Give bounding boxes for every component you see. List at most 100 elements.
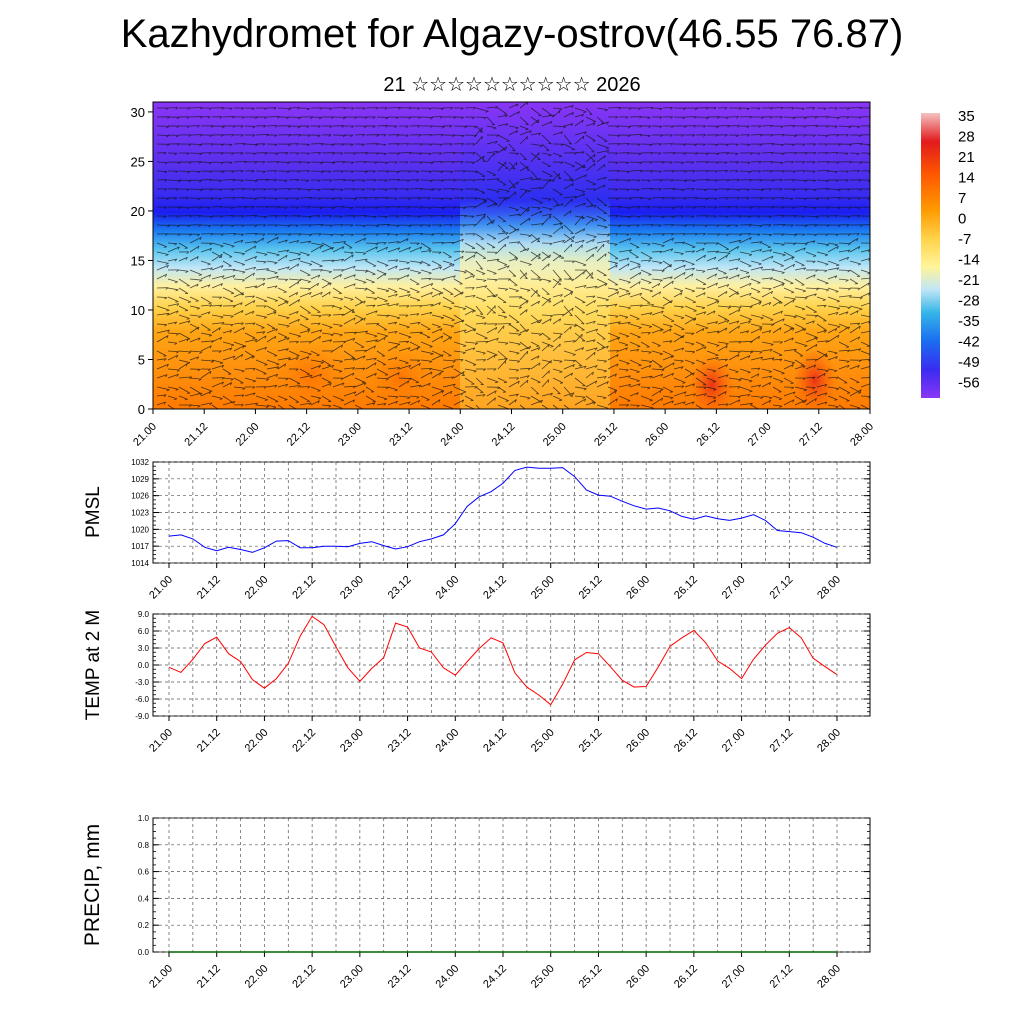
wind-vector (288, 292, 298, 298)
wind-vector (651, 350, 663, 355)
wind-vector-head (737, 274, 740, 278)
wind-vector-head (649, 161, 653, 164)
wind-vector-head (471, 215, 475, 219)
wind-vector (541, 114, 555, 118)
wind-vector-head (856, 310, 859, 314)
wind-vector (772, 327, 782, 334)
wind-vector-head (452, 360, 456, 363)
wind-vector-head (759, 241, 763, 245)
wind-vector (508, 206, 519, 211)
wind-vector (398, 267, 410, 271)
wind-vector-head (625, 347, 628, 351)
x-tick-label: 25.12 (577, 727, 605, 755)
wind-vector-head (417, 359, 421, 363)
wind-vector (651, 278, 663, 281)
wind-vector-head (659, 250, 663, 254)
wind-vector (519, 309, 528, 316)
wind-vector (805, 274, 816, 280)
wind-vector (277, 254, 288, 262)
wind-vector (662, 263, 672, 271)
wind-vector (332, 233, 344, 235)
wind-vector-head (561, 203, 564, 207)
wind-vector (585, 122, 596, 127)
wind-vector (717, 269, 727, 274)
wind-vector-head (592, 254, 594, 258)
wind-vector-head (592, 371, 594, 376)
wind-vector (200, 340, 214, 343)
wind-vector-head (512, 149, 516, 152)
wind-vector-head (791, 387, 795, 390)
wind-vector (673, 323, 685, 330)
wind-vector (541, 392, 553, 397)
wind-vector (585, 295, 596, 298)
wind-vector-head (836, 267, 840, 271)
wind-vector-head (394, 389, 398, 392)
wind-vector-head (736, 161, 739, 164)
wind-vector-head (495, 151, 499, 154)
wind-vector-head (593, 401, 596, 405)
wind-vector-head (394, 321, 398, 325)
wind-vector-head (627, 126, 631, 129)
wind-vector-head (339, 325, 343, 328)
x-tick-label: 26.00 (624, 963, 652, 991)
wind-vector (486, 377, 499, 383)
wind-vector-head (241, 292, 244, 296)
wind-vector-head (286, 249, 290, 253)
wind-vector-head (264, 254, 268, 256)
wind-vector (475, 386, 484, 393)
wind-vector-head (691, 343, 695, 346)
wind-vector-head (274, 134, 278, 138)
wind-vector (387, 341, 400, 345)
wind-vector-head (472, 107, 476, 110)
wind-vector-head (463, 345, 467, 347)
wind-vector-head (462, 391, 467, 393)
wind-vector-head (372, 402, 376, 406)
wind-vector-head (548, 263, 550, 267)
wind-vector-head (725, 403, 729, 407)
y-tick-label: 0.8 (138, 841, 150, 850)
wind-vector-head (342, 246, 345, 250)
wind-vector (365, 357, 377, 361)
wind-vector-head (350, 134, 354, 138)
wind-vector-head (517, 241, 521, 245)
wind-vector-head (407, 397, 411, 400)
wind-vector-head (365, 270, 368, 273)
wind-vector-head (834, 352, 838, 355)
wind-vector-head (287, 225, 291, 228)
wind-vector (651, 323, 664, 331)
wind-vector (519, 242, 527, 251)
wind-vector (486, 278, 498, 281)
wind-vector (629, 197, 643, 199)
wind-vector-head (574, 325, 578, 328)
wind-vector (497, 341, 508, 344)
wind-vector-head (319, 107, 323, 110)
wind-vector-head (407, 274, 410, 278)
wind-vector-head (835, 215, 839, 218)
wind-vector (409, 260, 423, 264)
wind-vector-head (606, 381, 609, 385)
wind-vector-head (802, 170, 806, 173)
wind-vector (442, 323, 454, 327)
wind-vector (585, 238, 595, 244)
wind-vector-head (186, 152, 190, 156)
wind-vector (717, 364, 728, 370)
wind-vector-head (462, 352, 466, 355)
x-tick-label: 22.12 (290, 574, 318, 602)
wind-vector-head (549, 213, 552, 217)
wind-vector-head (176, 125, 180, 129)
wind-vector (310, 224, 324, 226)
wind-vector-head (559, 399, 563, 402)
wind-vector (178, 278, 190, 287)
wind-vector (618, 143, 630, 145)
wind-vector-head (661, 270, 665, 273)
wind-vector-head (199, 279, 203, 282)
wind-vector-head (320, 361, 324, 364)
wind-vector (244, 355, 255, 361)
wind-vector (442, 404, 453, 409)
wind-vector-head (682, 335, 685, 339)
wind-vector-head (527, 190, 531, 193)
wind-vector-head (746, 134, 750, 137)
wind-vector-head (825, 370, 829, 373)
wind-vector-head (429, 346, 433, 348)
wind-vector-head (815, 288, 819, 291)
